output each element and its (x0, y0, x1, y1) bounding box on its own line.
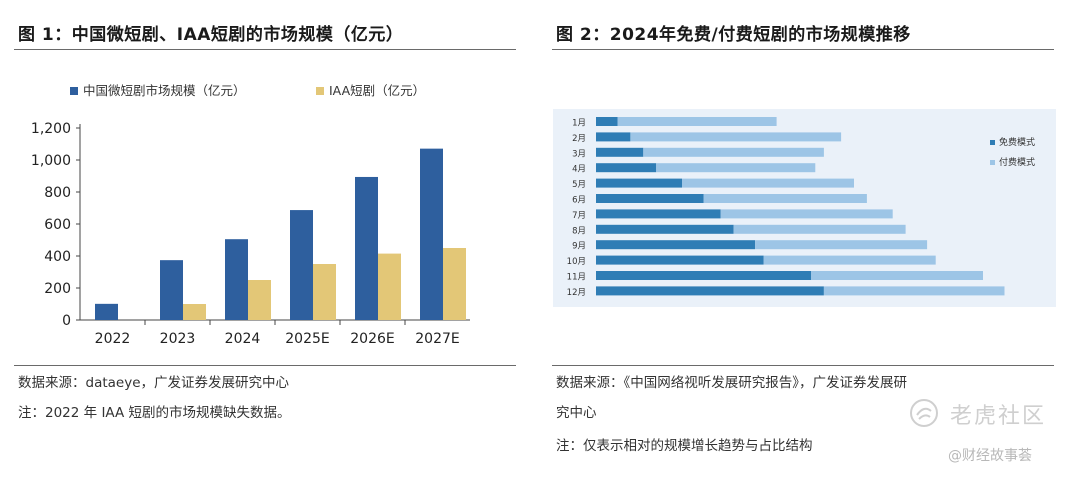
figure-2-title: 图 2：2024年免费/付费短剧的市场规模推移 (556, 25, 911, 45)
y-tick-label: 7月 (572, 211, 586, 221)
figure-2-source-rule (552, 365, 1054, 366)
y-tick-label: 6月 (572, 196, 586, 206)
watermark-account: @财经故事荟 (948, 448, 1032, 464)
figure-2-note: 注：仅表示相对的规模增长趋势与占比结构 (556, 438, 813, 454)
bar-micro-drama-2027E (420, 148, 443, 320)
bar-paid-9月 (755, 240, 928, 250)
bar-paid-6月 (703, 194, 867, 203)
y-tick-label: 2月 (572, 134, 586, 144)
figure-1-source: 数据来源：dataeye，广发证券发展研究中心 (18, 375, 290, 391)
bar-free-2月 (596, 132, 631, 142)
bar-free-12月 (596, 286, 824, 296)
bar-free-1月 (596, 117, 618, 126)
x-tick-label: 2027E (415, 331, 459, 347)
bar-micro-drama-2026E (355, 176, 378, 320)
figure-1-note: 注：2022 年 IAA 短剧的市场规模缺失数据。 (18, 405, 291, 421)
bar-paid-2月 (630, 132, 842, 142)
bar-paid-10月 (763, 255, 936, 265)
bar-iaa-2026E (378, 253, 401, 320)
bar-free-6月 (596, 194, 704, 203)
watermark-brand: 老虎社区 (950, 404, 1047, 429)
figure-1-chart: 中国微短剧市场规模（亿元） IAA短剧（亿元） 0 200 400 600 800 1,000… (31, 83, 470, 347)
y-tick-label: 5月 (572, 180, 586, 190)
bar-free-3月 (596, 147, 644, 157)
bar-iaa-2027E (443, 248, 466, 320)
y-tick-label: 800 (44, 185, 71, 201)
bar-iaa-2023 (183, 304, 206, 320)
y-tick-label: 1月 (572, 119, 586, 129)
legend-swatch-2 (990, 160, 995, 165)
y-tick-label: 0 (62, 313, 71, 329)
y-tick-label: 600 (44, 217, 71, 233)
legend-swatch-2 (316, 87, 324, 95)
y-tick-label: 8月 (572, 226, 586, 236)
bar-free-7月 (596, 209, 721, 219)
y-tick-label: 4月 (572, 165, 586, 175)
legend-label-2: IAA短剧（亿元） (329, 83, 425, 98)
bar-micro-drama-2025E (290, 210, 313, 320)
legend-swatch-1 (990, 140, 995, 145)
y-tick-label: 1,200 (31, 121, 71, 137)
legend-label-2: 付费模式 (999, 156, 1035, 168)
bar-iaa-2024 (248, 280, 271, 320)
bar-free-10月 (596, 255, 764, 265)
bar-free-11月 (596, 271, 811, 280)
figure-2-source-line2: 究中心 (556, 405, 597, 421)
x-tick-label: 2022 (95, 331, 131, 347)
bar-paid-1月 (617, 117, 777, 126)
bar-paid-5月 (682, 178, 854, 188)
y-tick-label: 12月 (567, 288, 586, 298)
legend-swatch-1 (70, 87, 78, 95)
figure-1-source-rule (14, 365, 516, 366)
bar-free-9月 (596, 240, 756, 250)
bar-paid-12月 (823, 286, 1005, 296)
bar-micro-drama-2023 (160, 260, 183, 320)
legend-label-1: 中国微短剧市场规模（亿元） (83, 83, 246, 98)
y-tick-label: 1,000 (31, 153, 71, 169)
bar-micro-drama-2024 (225, 239, 248, 320)
bar-micro-drama-2022 (95, 303, 118, 320)
bar-paid-8月 (733, 224, 906, 234)
figure-2-title-rule (552, 49, 1054, 50)
x-tick-label: 2023 (160, 331, 196, 347)
figure-2-source-line1: 数据来源：《中国网络视听发展研究报告》，广发证券发展研 (556, 375, 907, 391)
y-tick-label: 11月 (567, 273, 586, 283)
bar-iaa-2025E (313, 264, 336, 320)
bar-free-8月 (596, 224, 734, 234)
bar-paid-11月 (811, 271, 983, 280)
x-tick-label: 2026E (350, 331, 394, 347)
x-tick-label: 2025E (285, 331, 329, 347)
legend-label-1: 免费模式 (999, 136, 1035, 148)
y-tick-label: 200 (44, 281, 71, 297)
x-tick-label: 2024 (225, 331, 261, 347)
y-tick-label: 9月 (572, 242, 586, 252)
bar-paid-4月 (656, 163, 816, 173)
bar-paid-3月 (643, 147, 824, 157)
y-tick-label: 400 (44, 249, 71, 265)
figure-1-title: 图 1：中国微短剧、IAA短剧的市场规模（亿元） (18, 25, 404, 45)
figure-1-title-rule (14, 49, 516, 50)
tiger-logo-icon (910, 399, 938, 427)
y-tick-label: 3月 (572, 149, 586, 159)
y-tick-label: 10月 (567, 257, 586, 267)
bar-free-5月 (596, 178, 682, 188)
bar-paid-7月 (720, 209, 893, 219)
bar-free-4月 (596, 163, 657, 173)
